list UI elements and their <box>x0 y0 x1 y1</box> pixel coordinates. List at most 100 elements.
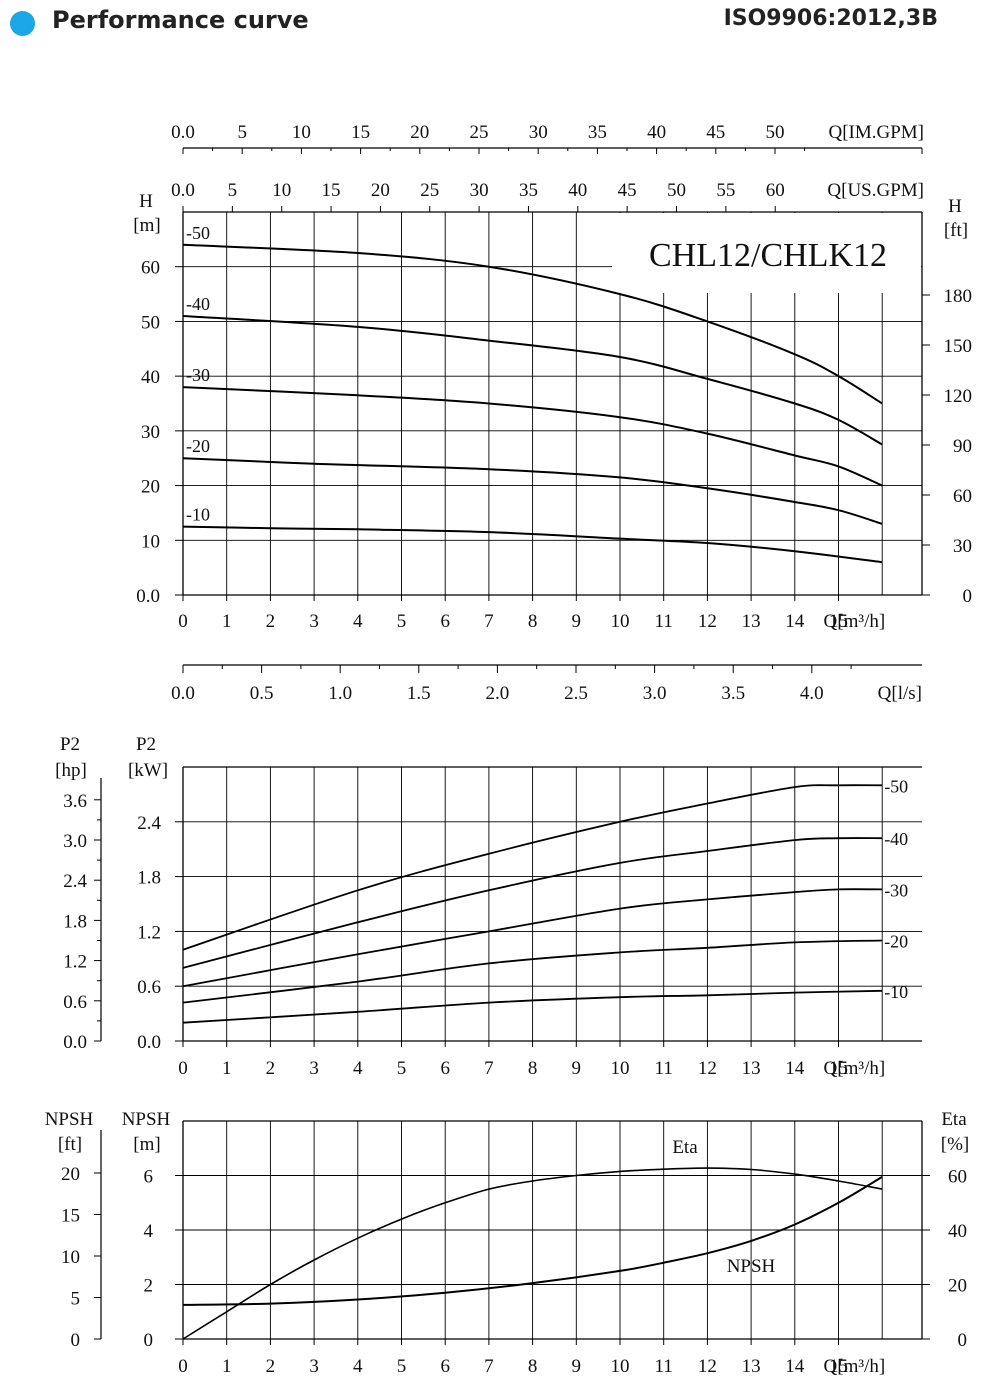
eta-axis-unit: [%] <box>941 1134 969 1155</box>
head-right-tick-label: 60 <box>953 486 972 507</box>
us-gpm-tick-label: 10 <box>272 180 291 201</box>
power-hp-tick-label: 1.2 <box>63 952 87 973</box>
npsh-ft-axis-title: NPSH <box>45 1109 94 1130</box>
npsh-x-tick-label: 2 <box>266 1356 276 1377</box>
eta-tick-label: 60 <box>948 1167 967 1188</box>
power-hp-axis-title: P2 <box>60 734 80 755</box>
ls-axis-label: Q[l/s] <box>878 683 922 704</box>
npsh-ft-axis-unit: [ft] <box>58 1134 82 1155</box>
im-gpm-tick-label: 25 <box>470 122 489 143</box>
power-curve-20 <box>182 939 883 1004</box>
head-x-tick-label: 3 <box>309 611 319 632</box>
head-x-tick-label: 13 <box>742 611 761 632</box>
power-x-tick-label: 2 <box>266 1058 276 1079</box>
head-curve-10 <box>182 525 883 564</box>
power-hp-tick-label: 1.8 <box>63 911 87 932</box>
npsh-m-tick-label: 2 <box>144 1276 154 1297</box>
ls-tick-label: 4.0 <box>800 683 824 704</box>
power-x-tick-label: 15 <box>829 1058 848 1079</box>
model-label: CHL12/CHLK12 <box>649 237 887 274</box>
head-curve-label-40: -40 <box>186 294 210 314</box>
npsh-m-tick-label: 0 <box>144 1330 154 1351</box>
im-gpm-tick-label: 35 <box>588 122 607 143</box>
head-left-tick-label: 60 <box>141 258 160 279</box>
power-x-tick-label: 10 <box>611 1058 630 1079</box>
head-curve-label-20: -20 <box>186 436 210 456</box>
power-curve-40 <box>182 837 883 969</box>
npsh-x-tick-label: 6 <box>440 1356 450 1377</box>
power-kw-tick-label: 2.4 <box>137 813 161 834</box>
head-left-tick-label: 0.0 <box>136 586 160 607</box>
us-gpm-tick-label: 35 <box>519 180 538 201</box>
power-curve-30 <box>182 888 883 988</box>
power-kw-tick-label: 1.2 <box>137 922 161 943</box>
head-x-tick-label: 8 <box>528 611 538 632</box>
im-gpm-tick-label: 50 <box>766 122 785 143</box>
npsh-m-axis-unit: [m] <box>133 1134 160 1155</box>
power-kw-tick-label: 1.8 <box>137 868 161 889</box>
npsh-m-tick-label: 4 <box>144 1221 154 1242</box>
head-right-tick-label: 120 <box>944 386 973 407</box>
head-x-axis-label: Q[m³/h] <box>824 611 886 632</box>
npsh-x-tick-label: 11 <box>655 1356 673 1377</box>
head-x-tick-label: 1 <box>222 611 232 632</box>
im-gpm-tick-label: 45 <box>706 122 725 143</box>
npsh-x-tick-label: 8 <box>528 1356 538 1377</box>
us-gpm-axis-label: Q[US.GPM] <box>827 180 924 201</box>
power-hp-tick-label: 0.0 <box>63 1032 87 1053</box>
ls-tick-label: 0.5 <box>250 683 274 704</box>
head-right-tick-label: 0 <box>963 586 973 607</box>
head-x-tick-label: 11 <box>655 611 673 632</box>
eta-tick-label: 40 <box>948 1221 967 1242</box>
power-kw-tick-label: 0.0 <box>137 1032 161 1053</box>
power-x-tick-label: 5 <box>397 1058 407 1079</box>
head-x-tick-label: 0 <box>178 611 188 632</box>
eta-tick-label: 20 <box>948 1276 967 1297</box>
head-x-tick-label: 10 <box>611 611 630 632</box>
power-curve-label-50: -50 <box>884 776 908 796</box>
model-label-box <box>612 213 921 293</box>
eta-axis-title: Eta <box>941 1109 967 1130</box>
head-curve-20 <box>182 457 883 525</box>
head-curve-50 <box>182 243 883 405</box>
im-gpm-axis-label: Q[IM.GPM] <box>828 122 924 143</box>
npsh-curve <box>182 1176 883 1306</box>
npsh-x-tick-label: 15 <box>829 1356 848 1377</box>
us-gpm-tick-label: 0.0 <box>171 180 195 201</box>
power-x-tick-label: 12 <box>698 1058 717 1079</box>
us-gpm-tick-label: 60 <box>766 180 785 201</box>
power-x-tick-label: 4 <box>353 1058 363 1079</box>
power-x-tick-label: 13 <box>742 1058 761 1079</box>
head-x-tick-label: 14 <box>785 611 805 632</box>
head-x-tick-label: 12 <box>698 611 717 632</box>
head-x-tick-label: 4 <box>353 611 363 632</box>
power-x-tick-label: 11 <box>655 1058 673 1079</box>
eta-tick-label: 0 <box>958 1330 968 1351</box>
power-curve-50 <box>182 784 883 951</box>
head-right-axis-unit: [ft] <box>944 220 968 241</box>
npsh-m-tick-label: 6 <box>144 1167 154 1188</box>
head-right-tick-label: 180 <box>944 286 973 307</box>
head-right-axis-title: H <box>948 196 962 217</box>
us-gpm-tick-label: 30 <box>470 180 489 201</box>
head-left-axis-title: H <box>139 191 153 212</box>
power-hp-tick-label: 3.0 <box>63 831 87 852</box>
head-curve-30 <box>182 386 883 487</box>
npsh-x-tick-label: 1 <box>222 1356 232 1377</box>
head-curve-label-10: -10 <box>186 505 210 525</box>
power-kw-tick-label: 0.6 <box>137 977 161 998</box>
ls-tick-label: 3.0 <box>643 683 667 704</box>
npsh-x-tick-label: 12 <box>698 1356 717 1377</box>
im-gpm-tick-label: 5 <box>237 122 247 143</box>
ls-tick-label: 1.5 <box>407 683 431 704</box>
power-hp-tick-label: 3.6 <box>63 791 87 812</box>
head-curve-label-50: -50 <box>186 223 210 243</box>
npsh-ft-tick-label: 20 <box>61 1164 80 1185</box>
npsh-x-tick-label: 14 <box>785 1356 805 1377</box>
npsh-ft-tick-label: 0 <box>71 1330 81 1351</box>
ls-tick-label: 1.0 <box>328 683 352 704</box>
us-gpm-tick-label: 45 <box>618 180 637 201</box>
npsh-x-tick-label: 5 <box>397 1356 407 1377</box>
power-x-tick-label: 6 <box>440 1058 450 1079</box>
power-x-axis-label: Q[m³/h] <box>824 1058 886 1079</box>
